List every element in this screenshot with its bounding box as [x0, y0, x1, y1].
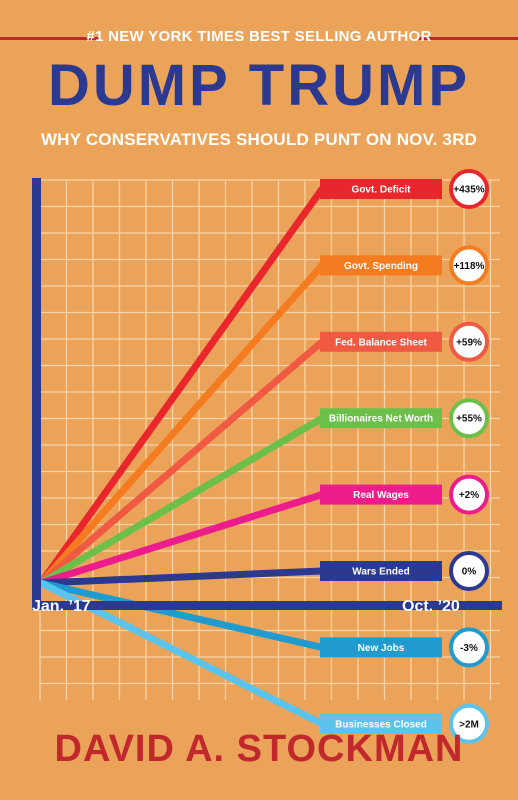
series-line-billionaires-net-worth — [37, 414, 326, 587]
chart-lines — [37, 185, 326, 728]
series-badge-real-wages — [449, 474, 489, 515]
tagline: #1 NEW YORK TIMES BEST SELLING AUTHOR — [86, 28, 432, 45]
series-label-billionaires-net-worth: Billionaires Net Worth — [329, 414, 433, 425]
x-axis — [32, 601, 502, 610]
book-title: DUMP TRUMP — [47, 53, 471, 118]
series-label-govt-spending: Govt. Spending — [344, 261, 418, 272]
series-box-billionaires-net-worth — [320, 408, 442, 429]
series-line-govt-deficit — [37, 185, 326, 587]
x-end-label: Oct. ’20 — [402, 598, 460, 615]
series-line-fed-balance-sheet — [37, 338, 326, 587]
series-box-businesses-closed — [320, 713, 442, 734]
series-line-new-jobs — [37, 579, 326, 651]
series-value-govt-spending: +118% — [454, 261, 485, 272]
series-value-real-wages: +2% — [459, 490, 479, 501]
x-start-label: Jan. ’17 — [32, 598, 91, 615]
book-subtitle: WHY CONSERVATIVES SHOULD PUNT ON NOV. 3R… — [40, 130, 478, 149]
series-box-wars-ended — [320, 561, 442, 581]
series-label-real-wages: Real Wages — [353, 490, 409, 501]
tagline-rule-left — [0, 37, 100, 40]
series-label-businesses-closed: Businesses Closed — [335, 719, 427, 730]
series-value-govt-deficit: +435% — [453, 185, 485, 196]
series-badge-new-jobs — [449, 627, 489, 668]
series-label-govt-deficit: Govt. Deficit — [352, 185, 412, 196]
series-box-real-wages — [320, 484, 442, 505]
series-line-real-wages — [37, 491, 326, 587]
book-author: DAVID A. STOCKMAN — [54, 728, 464, 770]
series-box-govt-spending — [320, 255, 442, 276]
series-badge-govt-deficit — [449, 169, 489, 209]
series-line-govt-spending — [37, 261, 326, 587]
series-label-wars-ended: Wars Ended — [352, 567, 409, 578]
series-line-wars-ended — [37, 567, 326, 587]
series-box-new-jobs — [320, 637, 442, 658]
series-labels: Govt. Deficit +435% Govt. Spending +118% Fed… — [320, 169, 489, 744]
series-value-wars-ended: 0% — [462, 567, 477, 578]
series-badge-govt-spending — [449, 245, 489, 286]
series-badge-fed-balance-sheet — [449, 321, 489, 362]
series-label-fed-balance-sheet: Fed. Balance Sheet — [335, 337, 427, 348]
series-badge-wars-ended — [449, 551, 489, 591]
tagline-bar: #1 NEW YORK TIMES BEST SELLING AUTHOR — [0, 22, 518, 56]
y-axis — [32, 178, 41, 610]
series-value-businesses-closed: >2M — [459, 719, 479, 730]
series-badge-businesses-closed — [449, 703, 489, 744]
series-box-govt-deficit — [320, 179, 442, 199]
series-value-fed-balance-sheet: +59% — [456, 337, 482, 348]
series-box-fed-balance-sheet — [320, 331, 442, 352]
series-value-billionaires-net-worth: +55% — [456, 414, 482, 425]
tagline-rule-right — [418, 37, 518, 40]
series-label-new-jobs: New Jobs — [358, 643, 405, 654]
series-value-new-jobs: -3% — [460, 643, 478, 654]
series-badge-billionaires-net-worth — [449, 398, 489, 439]
